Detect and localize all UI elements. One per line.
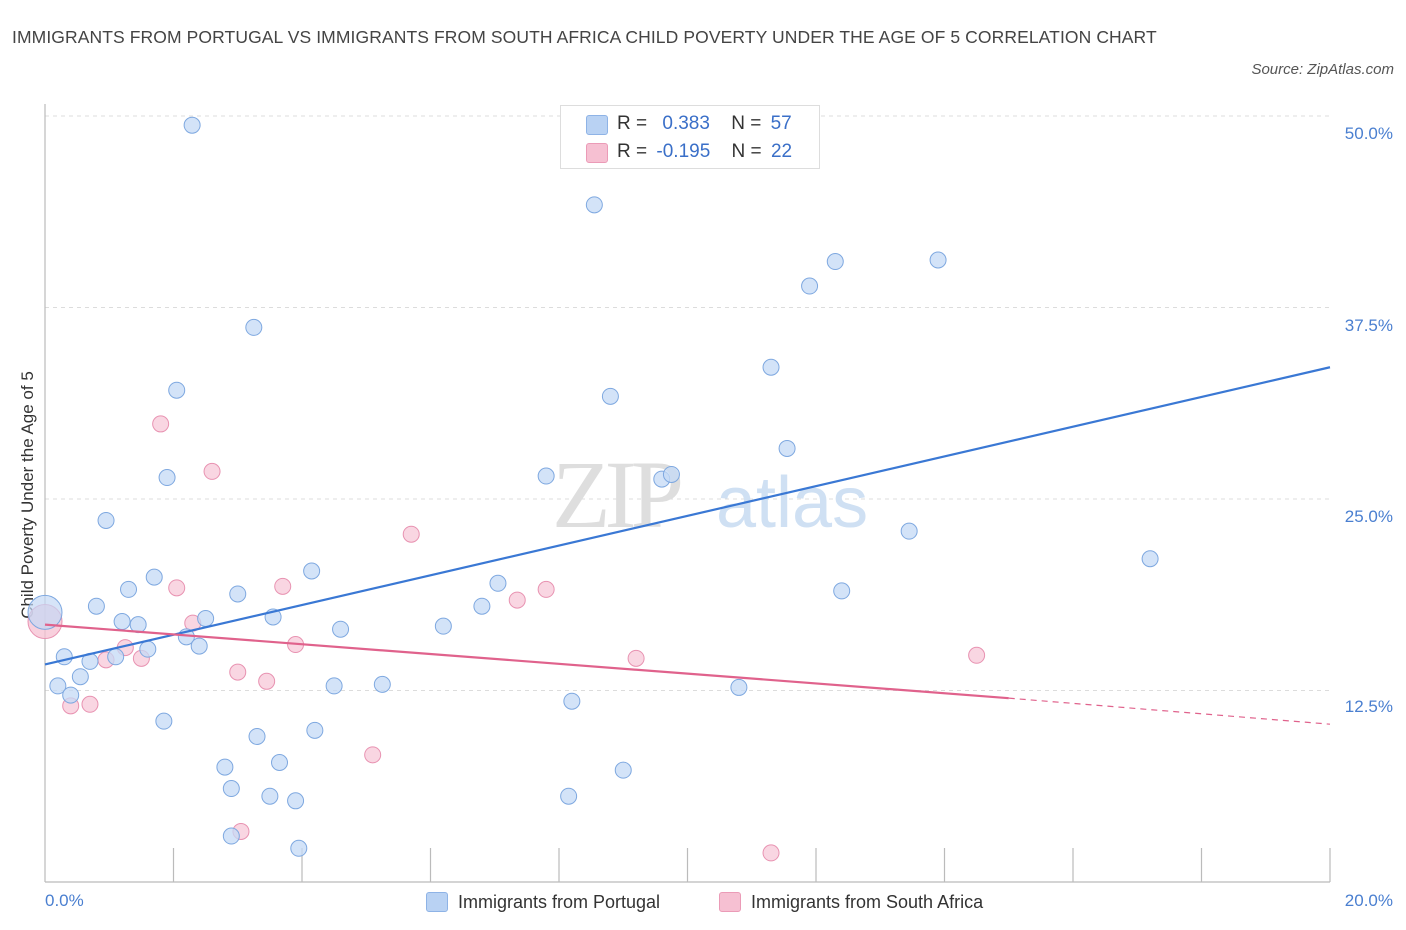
portugal-point: [601, 387, 619, 405]
south-africa-point: [81, 695, 99, 713]
y-tick-label: 12.5%: [1344, 697, 1393, 716]
portugal-point: [71, 668, 89, 686]
portugal-point: [245, 318, 263, 336]
portugal-point: [826, 253, 844, 271]
portugal-point: [762, 358, 780, 376]
n-value: 57: [770, 113, 792, 134]
portugal-point: [113, 613, 131, 631]
source-label: Source: ZipAtlas.com: [1251, 61, 1394, 78]
portugal-point: [216, 758, 234, 776]
portugal-point: [434, 617, 452, 635]
south-africa-point: [364, 746, 382, 764]
portugal-legend-swatch: [426, 892, 448, 912]
portugal-point: [183, 116, 201, 134]
portugal-point: [489, 574, 507, 592]
portugal-point: [248, 727, 266, 745]
portugal-point: [290, 839, 308, 857]
portugal-point: [287, 792, 305, 810]
y-tick-label: 37.5%: [1344, 316, 1393, 335]
stats-row-portugal: R = 0.383 N = 57: [561, 110, 819, 138]
portugal-point: [662, 465, 680, 483]
portugal-point: [261, 787, 279, 805]
legend-item-south-africa: Immigrants from South Africa: [719, 888, 983, 914]
south-africa-point: [274, 577, 292, 595]
south-africa-point: [627, 649, 645, 667]
south-africa-point: [968, 646, 986, 664]
south-africa-point: [508, 591, 526, 609]
portugal-trend-line: [44, 366, 1331, 666]
portugal-point: [62, 686, 80, 704]
portugal-point: [614, 761, 632, 779]
portugal-point: [145, 568, 163, 586]
portugal-point: [929, 251, 947, 269]
portugal-point: [222, 827, 240, 845]
portugal-point: [229, 585, 247, 603]
portugal-point: [306, 721, 324, 739]
n-label: N =: [731, 141, 762, 162]
portugal-point: [730, 678, 748, 696]
portugal-point: [139, 640, 157, 658]
portugal-swatch: [586, 115, 608, 135]
stats-row-south-africa: R = -0.195 N = 22: [561, 138, 819, 166]
portugal-point: [107, 648, 125, 666]
portugal-point: [563, 692, 581, 710]
y-tick-label: 25.0%: [1344, 507, 1393, 526]
south-africa-point: [762, 844, 780, 862]
legend-item-portugal: Immigrants from Portugal: [426, 888, 660, 914]
portugal-point: [537, 467, 555, 485]
portugal-point: [778, 439, 796, 457]
watermark-zip: ZIP: [552, 441, 681, 548]
portugal-point: [325, 677, 343, 695]
portugal-point: [158, 469, 176, 487]
portugal-point: [585, 196, 603, 214]
r-value: 0.383: [662, 113, 710, 134]
portugal-point: [168, 381, 186, 399]
portugal-point: [332, 620, 350, 638]
portugal-point: [271, 754, 289, 772]
south-africa-trend-extension: [1008, 697, 1331, 725]
portugal-point: [155, 712, 173, 730]
n-value: 22: [770, 141, 793, 162]
x-tick-label: 20.0%: [1344, 891, 1393, 910]
portugal-point: [190, 637, 208, 655]
portugal-point: [97, 511, 115, 529]
legend-label: Immigrants from South Africa: [751, 892, 984, 912]
south-africa-point: [152, 415, 170, 433]
portugal-point: [833, 582, 851, 600]
south-africa-point: [537, 580, 555, 598]
portugal-point: [120, 580, 138, 598]
x-tick-label: 0.0%: [45, 891, 84, 910]
n-label: N =: [731, 113, 762, 134]
legend-label: Immigrants from Portugal: [458, 892, 661, 912]
portugal-point: [560, 787, 578, 805]
south-africa-point: [402, 525, 420, 543]
portugal-point: [801, 277, 819, 295]
portugal-point: [900, 522, 918, 540]
portugal-point: [1141, 550, 1159, 568]
south-africa-point: [258, 672, 276, 690]
portugal-point: [373, 675, 391, 693]
portugal-point: [222, 780, 240, 798]
portugal-point: [49, 677, 67, 695]
y-tick-label: 50.0%: [1344, 124, 1393, 143]
portugal-point: [303, 562, 321, 580]
portugal-point: [197, 609, 215, 627]
south-africa-point: [168, 579, 186, 597]
south-africa-point: [203, 462, 221, 480]
chart-title: IMMIGRANTS FROM PORTUGAL VS IMMIGRANTS F…: [12, 27, 1157, 47]
south-africa-swatch: [586, 143, 608, 163]
stats-legend: R = 0.383 N = 57 R = -0.195 N = 22: [560, 105, 820, 169]
south-africa-point: [229, 663, 247, 681]
portugal-point: [473, 597, 491, 615]
portugal-point: [27, 594, 63, 630]
r-label: R =: [617, 141, 648, 162]
r-label: R =: [617, 113, 648, 134]
portugal-point: [87, 597, 105, 615]
south-africa-trend-line: [44, 623, 1009, 700]
r-value: -0.195: [656, 141, 711, 162]
south-africa-legend-swatch: [719, 892, 741, 912]
